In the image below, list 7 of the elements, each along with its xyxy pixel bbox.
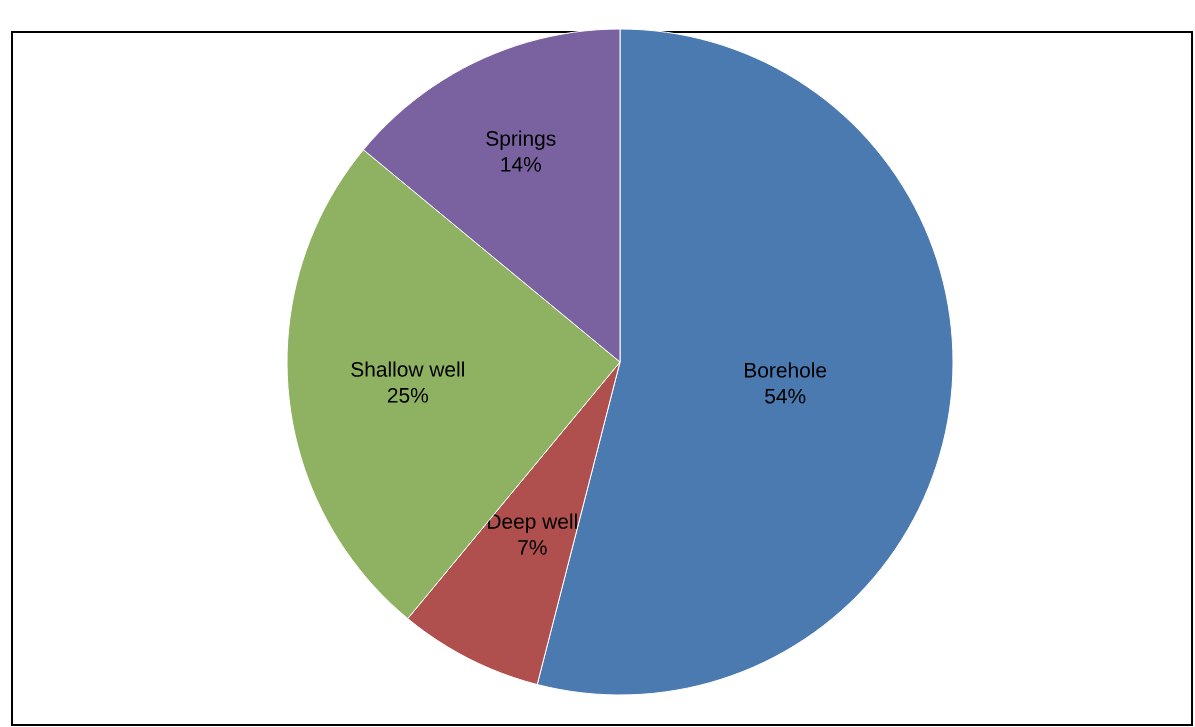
- data-label: 14%: [501, 157, 541, 172]
- slice-label: Borehole: [745, 362, 827, 378]
- slice-label: Springs: [486, 130, 556, 150]
- slice-label: Shallow well: [351, 361, 464, 377]
- data-label: 7%: [518, 540, 547, 555]
- data-label: 54%: [765, 388, 806, 404]
- data-label: 25%: [387, 387, 429, 403]
